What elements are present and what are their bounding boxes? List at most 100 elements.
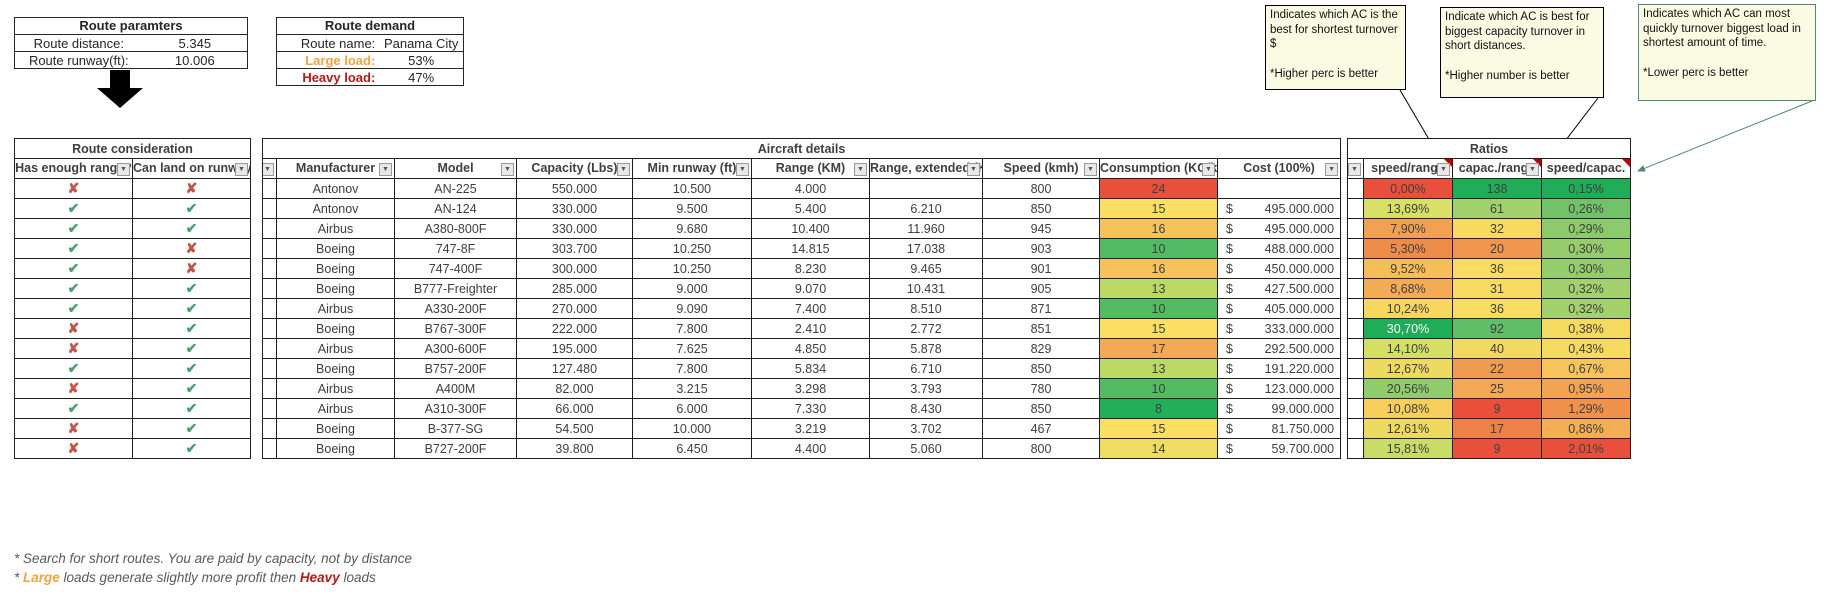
cell-has-range[interactable]: ✘ xyxy=(14,338,133,359)
cell-capac-range[interactable]: 92 xyxy=(1452,318,1542,339)
cell-cost[interactable]: $495.000.000 xyxy=(1216,198,1342,219)
cell-speed-range[interactable]: 10,24% xyxy=(1363,298,1453,319)
cell-speed-range[interactable]: 10,08% xyxy=(1363,398,1453,419)
cell-capacity[interactable]: 82.000 xyxy=(516,378,633,399)
cell-speed[interactable]: 800 xyxy=(982,178,1100,199)
cell-model[interactable]: A400M xyxy=(394,378,517,399)
cell-range-extended[interactable]: 8.510 xyxy=(869,298,983,319)
cell-min-runway[interactable]: 10.000 xyxy=(632,418,752,439)
cell-model[interactable]: 747-8F xyxy=(394,238,517,259)
cell-manufacturer[interactable]: Antonov xyxy=(276,198,395,219)
filter-dropdown-icon-speed-kmh[interactable]: ▼ xyxy=(1084,163,1097,176)
cell-range[interactable]: 4.400 xyxy=(751,438,870,459)
cell-has-range[interactable]: ✘ xyxy=(14,418,133,439)
cell-consumption[interactable]: 15 xyxy=(1099,198,1218,219)
route-runway-row[interactable]: Route runway(ft): 10.006 xyxy=(15,51,247,68)
cell-has-range[interactable]: ✔ xyxy=(14,198,133,219)
cell-model[interactable]: B767-300F xyxy=(394,318,517,339)
cell-speed-range[interactable]: 7,90% xyxy=(1363,218,1453,239)
cell-range[interactable]: 8.230 xyxy=(751,258,870,279)
cell-capacity[interactable]: 195.000 xyxy=(516,338,633,359)
cell-cost[interactable]: $450.000.000 xyxy=(1216,258,1342,279)
cell-speed[interactable]: 850 xyxy=(982,198,1100,219)
cell-range-extended[interactable]: 10.431 xyxy=(869,278,983,299)
cell-capac-range[interactable]: 9 xyxy=(1452,398,1542,419)
cell-speed[interactable]: 850 xyxy=(982,358,1100,379)
cell-consumption[interactable]: 16 xyxy=(1099,218,1218,239)
cell-capac-range[interactable]: 20 xyxy=(1452,238,1542,259)
cell-min-runway[interactable]: 9.000 xyxy=(632,278,752,299)
cell-cost[interactable]: $405.000.000 xyxy=(1216,298,1342,319)
cell-speed-capac[interactable]: 0,95% xyxy=(1540,378,1632,399)
cell-has-range[interactable]: ✘ xyxy=(14,318,133,339)
cell-capac-range[interactable]: 36 xyxy=(1452,298,1542,319)
cell-speed[interactable]: 467 xyxy=(982,418,1100,439)
cell-range-extended[interactable]: 3.702 xyxy=(869,418,983,439)
cell-speed[interactable]: 851 xyxy=(982,318,1100,339)
cell-speed-capac[interactable]: 2,01% xyxy=(1540,438,1632,459)
cell-capac-range[interactable]: 25 xyxy=(1452,378,1542,399)
cell-range-extended[interactable]: 9.465 xyxy=(869,258,983,279)
cell-can-land[interactable]: ✔ xyxy=(132,438,251,459)
cell-consumption[interactable]: 10 xyxy=(1099,238,1218,259)
filter-dropdown-icon-capac-range[interactable]: ▼ xyxy=(1526,163,1539,176)
route-name-value[interactable]: Panama City xyxy=(383,35,459,51)
cell-range[interactable]: 10.400 xyxy=(751,218,870,239)
cell-consumption[interactable]: 13 xyxy=(1099,358,1218,379)
cell-model[interactable]: 747-400F xyxy=(394,258,517,279)
cell-capacity[interactable]: 303.700 xyxy=(516,238,633,259)
route-distance-row[interactable]: Route distance: 5.345 xyxy=(15,34,247,51)
cell-can-land[interactable]: ✔ xyxy=(132,418,251,439)
cell-consumption[interactable]: 15 xyxy=(1099,318,1218,339)
cell-speed-capac[interactable]: 0,67% xyxy=(1540,358,1632,379)
cell-speed-range[interactable]: 0,00% xyxy=(1363,178,1453,199)
cell-model[interactable]: AN-225 xyxy=(394,178,517,199)
cell-range[interactable]: 7.330 xyxy=(751,398,870,419)
cell-min-runway[interactable]: 10.250 xyxy=(632,258,752,279)
cell-range[interactable]: 4.000 xyxy=(751,178,870,199)
cell-speed-capac[interactable]: 0,43% xyxy=(1540,338,1632,359)
cell-range[interactable]: 5.400 xyxy=(751,198,870,219)
filter-dropdown-icon-model[interactable]: ▼ xyxy=(501,163,514,176)
filter-dropdown-icon-cost-100[interactable]: ▼ xyxy=(1325,163,1339,176)
cell-consumption[interactable]: 10 xyxy=(1099,378,1218,399)
large-load-value[interactable]: 53% xyxy=(408,52,435,68)
cell-range-extended[interactable]: 5.878 xyxy=(869,338,983,359)
cell-has-range[interactable]: ✔ xyxy=(14,238,133,259)
cell-manufacturer[interactable]: Boeing xyxy=(276,318,395,339)
filter-dropdown-icon-blank[interactable]: ▼ xyxy=(263,163,274,176)
cell-capac-range[interactable]: 22 xyxy=(1452,358,1542,379)
cell-min-runway[interactable]: 9.680 xyxy=(632,218,752,239)
cell-capacity[interactable]: 285.000 xyxy=(516,278,633,299)
cell-consumption[interactable]: 13 xyxy=(1099,278,1218,299)
cell-speed-capac[interactable]: 0,30% xyxy=(1540,238,1632,259)
cell-capac-range[interactable]: 40 xyxy=(1452,338,1542,359)
cell-manufacturer[interactable]: Airbus xyxy=(276,298,395,319)
cell-capacity[interactable]: 270.000 xyxy=(516,298,633,319)
cell-range[interactable]: 3.219 xyxy=(751,418,870,439)
cell-speed[interactable]: 901 xyxy=(982,258,1100,279)
filter-dropdown-icon-range-extended-km[interactable]: ▼ xyxy=(967,163,980,176)
filter-dropdown-icon-has-enough-range[interactable]: ▼ xyxy=(117,163,130,176)
cell-can-land[interactable]: ✘ xyxy=(132,258,251,279)
cell-min-runway[interactable]: 10.500 xyxy=(632,178,752,199)
cell-capacity[interactable]: 54.500 xyxy=(516,418,633,439)
cell-speed[interactable]: 871 xyxy=(982,298,1100,319)
cell-manufacturer[interactable]: Airbus xyxy=(276,338,395,359)
cell-range-extended[interactable]: 8.430 xyxy=(869,398,983,419)
cell-speed-range[interactable]: 14,10% xyxy=(1363,338,1453,359)
cell-has-range[interactable]: ✔ xyxy=(14,298,133,319)
cell-capacity[interactable]: 127.480 xyxy=(516,358,633,379)
cell-speed-range[interactable]: 13,69% xyxy=(1363,198,1453,219)
cell-min-runway[interactable]: 6.000 xyxy=(632,398,752,419)
cell-model[interactable]: B727-200F xyxy=(394,438,517,459)
cell-can-land[interactable]: ✔ xyxy=(132,358,251,379)
cell-speed[interactable]: 903 xyxy=(982,238,1100,259)
cell-can-land[interactable]: ✔ xyxy=(132,338,251,359)
cell-range-extended[interactable] xyxy=(869,178,983,199)
cell-manufacturer[interactable]: Boeing xyxy=(276,238,395,259)
filter-dropdown-icon-manufacturer[interactable]: ▼ xyxy=(379,163,392,176)
cell-capacity[interactable]: 39.800 xyxy=(516,438,633,459)
cell-speed-capac[interactable]: 1,29% xyxy=(1540,398,1632,419)
cell-speed-range[interactable]: 12,67% xyxy=(1363,358,1453,379)
